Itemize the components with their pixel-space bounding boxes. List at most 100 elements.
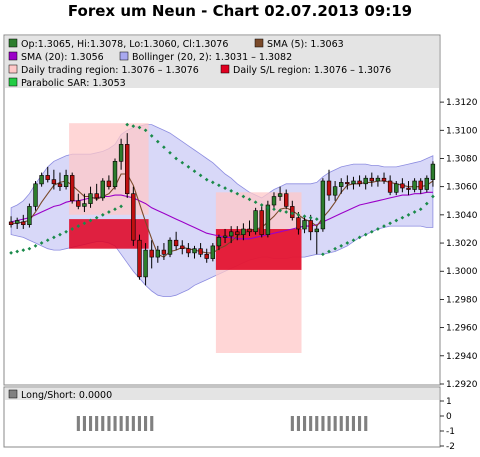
sar-dot — [143, 128, 148, 133]
candle — [82, 193, 87, 213]
indicator-bar — [309, 416, 313, 431]
indicator-bar — [364, 416, 368, 431]
candle-body — [229, 231, 234, 237]
candle-body — [412, 180, 417, 190]
indicator-axis: 1 0 -1 -2 — [440, 397, 455, 452]
candle — [125, 133, 130, 198]
sar-dot — [357, 235, 362, 240]
candle — [229, 226, 234, 244]
legend-box — [5, 36, 439, 88]
candle-body — [8, 221, 14, 225]
candle-body — [149, 249, 154, 258]
price-tick-label: 1.3060 — [446, 183, 478, 193]
candle — [8, 216, 14, 228]
indicator-bar — [137, 416, 141, 431]
indicator-bar — [351, 416, 355, 431]
price-tick-label: 1.3000 — [446, 267, 478, 277]
indicator-tick-label: 1 — [446, 397, 452, 407]
candle-body — [216, 237, 222, 247]
candle — [70, 172, 75, 204]
candle — [63, 169, 69, 190]
indicator-layer — [76, 416, 368, 431]
candle — [216, 234, 222, 251]
candle-body — [155, 249, 160, 258]
sar-dot — [278, 208, 282, 213]
candle — [112, 158, 118, 190]
candle-body — [369, 177, 374, 182]
sar-dot — [192, 169, 197, 174]
candle-body — [70, 175, 75, 202]
indicator-bar — [321, 416, 325, 431]
candle — [430, 161, 436, 187]
sar-dot — [45, 238, 50, 243]
indicator-bar — [333, 416, 337, 431]
sar-dot — [296, 213, 301, 217]
candle-body — [283, 193, 289, 207]
indicator-bar — [327, 416, 331, 431]
sar-dot — [247, 197, 252, 202]
candle-body — [406, 187, 411, 190]
sar-dot — [39, 241, 44, 245]
candle-body — [167, 239, 173, 255]
trading-region-0 — [69, 123, 149, 215]
sar-dot — [241, 194, 246, 199]
candle-body — [198, 248, 203, 255]
indicator-legend-box — [5, 388, 439, 400]
candle-body — [253, 210, 258, 233]
candle — [27, 203, 32, 228]
candle-body — [332, 186, 338, 196]
sar-dot — [388, 221, 392, 226]
sar-dot — [424, 201, 429, 206]
indicator-bar — [119, 416, 123, 431]
indicator-bar — [315, 416, 319, 431]
candle — [186, 243, 191, 258]
candle-body — [302, 220, 307, 230]
sar-dot — [137, 125, 142, 130]
indicator-bar — [101, 416, 105, 431]
candle — [338, 178, 344, 194]
candle-body — [265, 204, 271, 235]
candle-body — [27, 206, 32, 225]
candle-body — [271, 196, 277, 206]
candle — [424, 175, 429, 193]
candle-body — [106, 180, 112, 187]
candle — [345, 175, 350, 190]
sar-dot — [64, 229, 68, 234]
indicator-tick-label: 0 — [446, 412, 452, 422]
sma20-line — [10, 191, 433, 240]
candle-body — [320, 180, 326, 230]
candle — [357, 175, 362, 187]
candle-body — [180, 245, 185, 249]
sar-dot — [400, 215, 405, 220]
legend-sl-region: Daily S/L region: 1.3076 – 1.3076 — [233, 65, 391, 76]
indicator-bar — [150, 416, 154, 431]
candle-body — [94, 193, 99, 199]
candle — [253, 207, 258, 235]
sar-dot — [308, 215, 313, 220]
sar-dot — [82, 221, 87, 226]
candle — [118, 138, 124, 170]
candle — [283, 189, 289, 210]
legend-sma20-swatch — [8, 51, 18, 61]
candle — [88, 186, 93, 208]
legend-ohlc: Op:1.3065, Hi:1.3078, Lo:1.3060, Cl:1.30… — [21, 39, 228, 50]
sar-dot — [168, 150, 172, 155]
candle-body — [375, 177, 381, 182]
sar-dot — [21, 248, 26, 252]
candle-body — [357, 180, 362, 185]
sar-dot — [406, 213, 411, 217]
price-tick-label: 1.2920 — [446, 380, 478, 390]
sar-dot — [284, 210, 289, 214]
legend-sma20: SMA (20): 1.3056 — [21, 52, 104, 63]
indicator-bar — [107, 416, 111, 431]
candle — [131, 186, 136, 246]
sar-dot — [327, 249, 331, 254]
candle — [33, 181, 38, 211]
sar-dot — [418, 207, 423, 212]
candle — [277, 186, 283, 201]
candle-body — [394, 183, 399, 193]
sar-dot — [394, 218, 399, 223]
sar-dot — [412, 210, 417, 214]
legend-bollinger: Bollinger (20, 2): 1.3031 – 1.3082 — [132, 52, 292, 63]
